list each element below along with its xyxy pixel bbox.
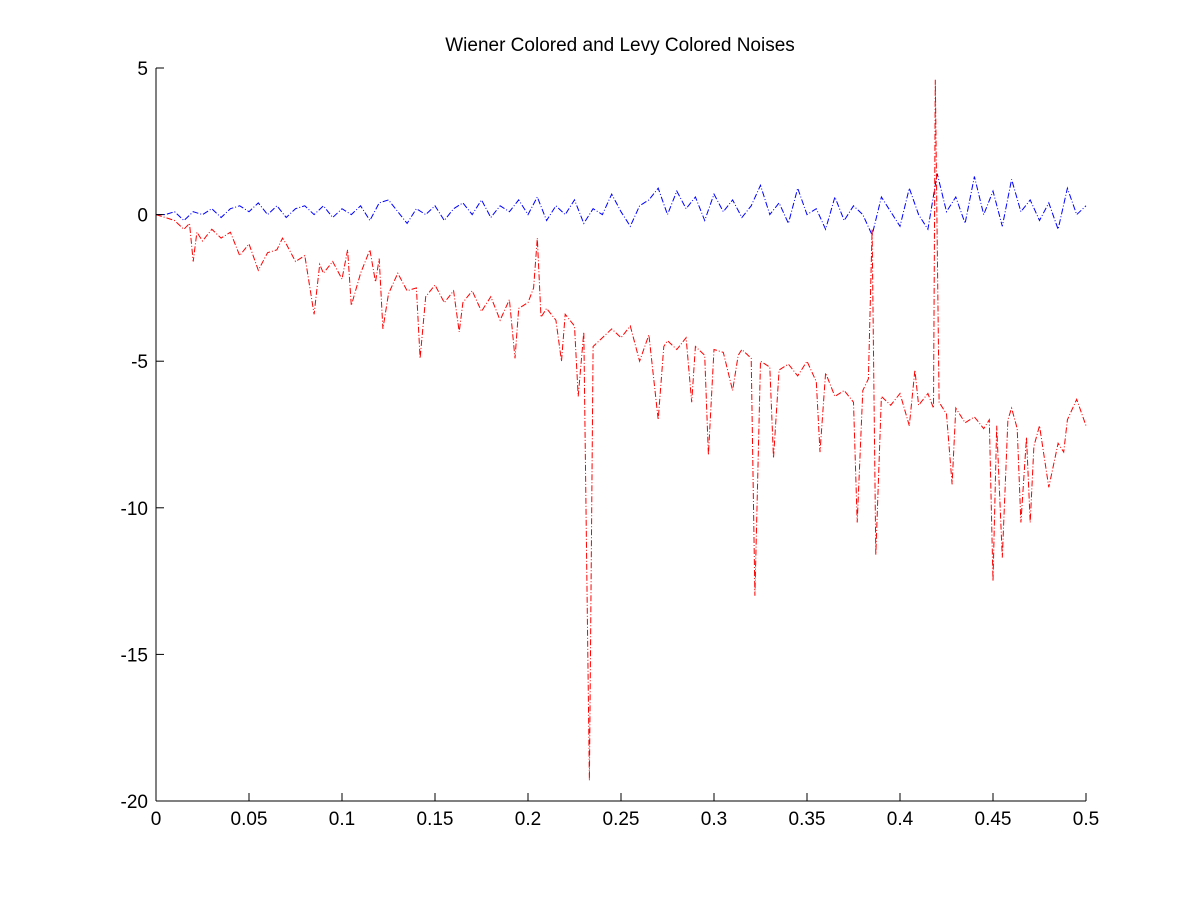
series-1-line — [156, 173, 1087, 237]
x-tick-label: 0.3 — [701, 809, 727, 830]
chart-title: Wiener Colored and Levy Colored Noises — [445, 35, 795, 56]
x-tick-label: 0.1 — [329, 809, 355, 830]
y-tick-label: -20 — [121, 792, 148, 813]
series-2-line — [155, 79, 1087, 781]
y-tick-label: 5 — [137, 59, 148, 80]
x-tick-label: 0.25 — [603, 809, 640, 830]
y-tick-label: -10 — [121, 499, 148, 520]
x-tick-label: 0 — [151, 809, 162, 830]
y-tick-label: -15 — [121, 645, 148, 666]
x-tick-label: 0.2 — [515, 809, 541, 830]
y-tick-label: -5 — [131, 352, 148, 373]
y-tick-label: 0 — [137, 206, 148, 227]
x-tick-label: 0.5 — [1073, 809, 1099, 830]
x-tick-label: 0.45 — [975, 809, 1012, 830]
series-layer — [155, 79, 1087, 781]
axes-layer: 0 0.05 0.1 0.15 0.2 0.25 0.3 0.35 0.4 0.45 0.5 -20 -… — [121, 59, 1100, 830]
x-tick-label: 0.15 — [417, 809, 454, 830]
x-tick-label: 0.05 — [231, 809, 268, 830]
x-tick-label: 0.4 — [887, 809, 914, 830]
x-tick-label: 0.35 — [789, 809, 826, 830]
